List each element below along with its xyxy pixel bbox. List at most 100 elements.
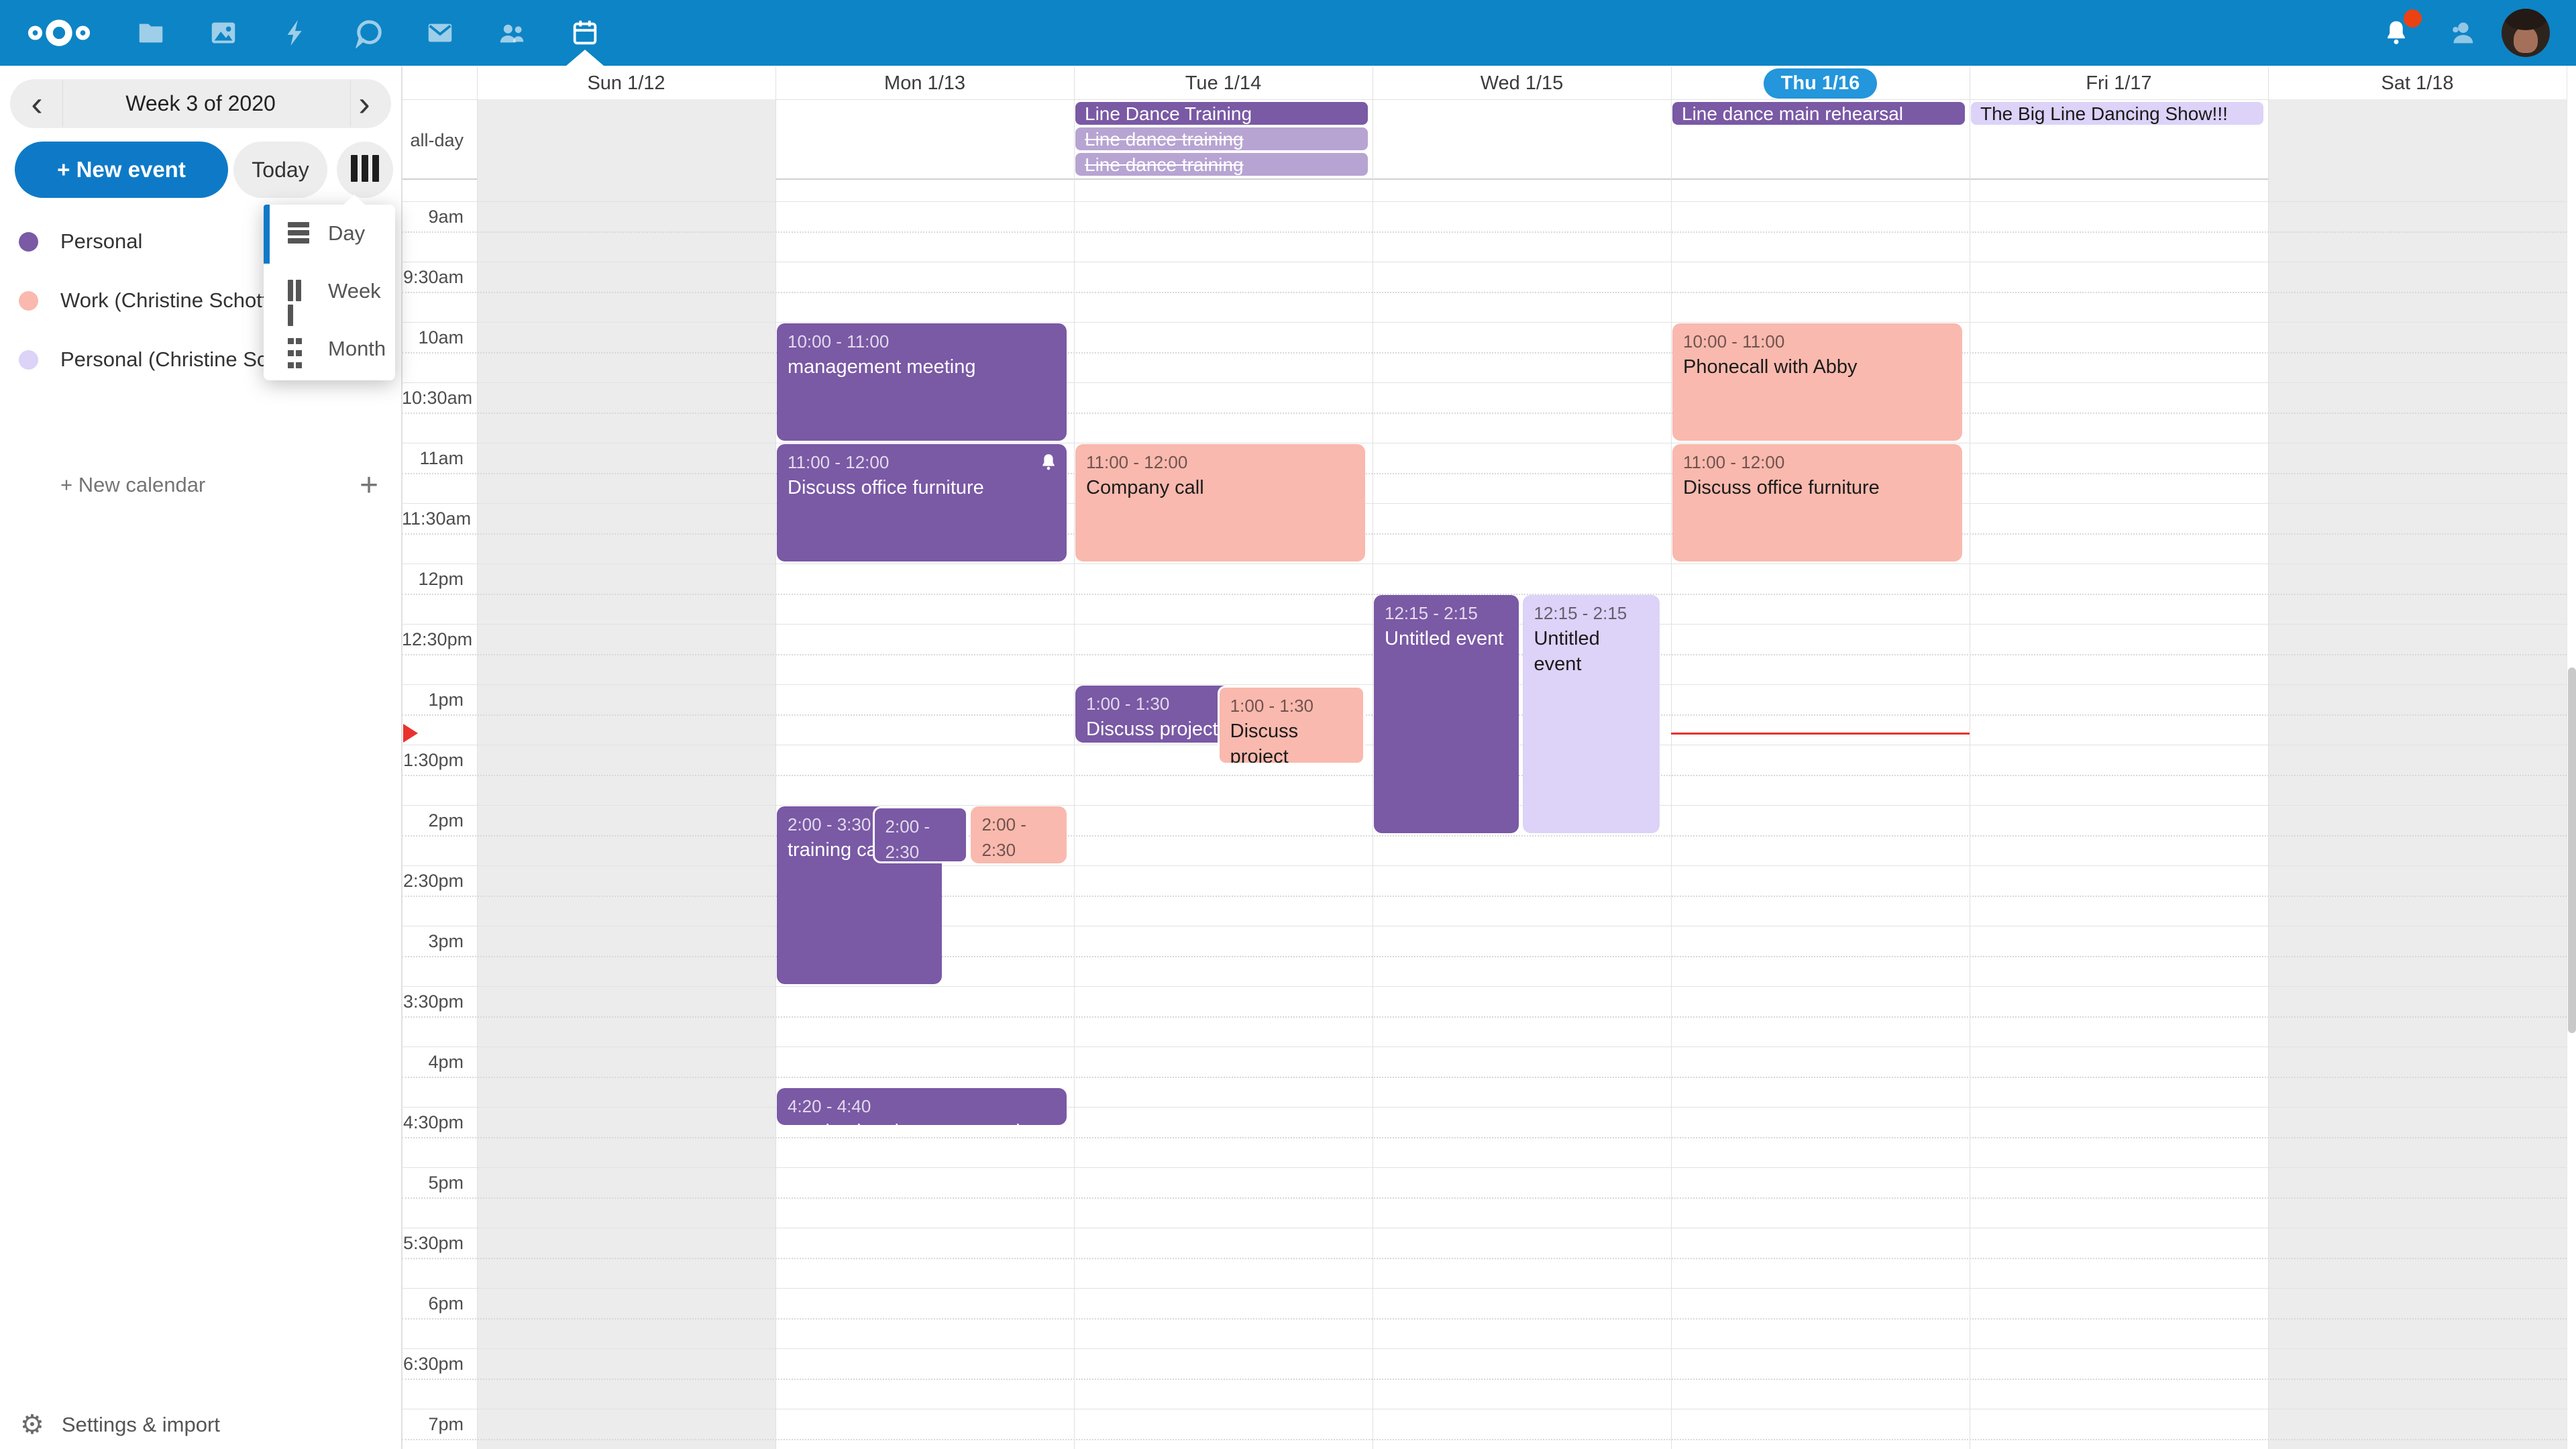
slot-minor-line <box>402 896 2567 897</box>
active-app-indicator <box>566 50 604 66</box>
new-event-button[interactable]: + New event <box>15 142 228 198</box>
day-header[interactable]: Wed 1/15 <box>1373 67 1671 99</box>
slot-line <box>402 322 2567 323</box>
calendar-list-item[interactable]: Personal <box>0 213 401 270</box>
contacts-menu-icon[interactable] <box>2430 0 2494 66</box>
event[interactable]: 2:00 - 2:30check-in <box>872 806 969 863</box>
time-label: 6pm <box>428 1293 464 1313</box>
scrollbar-thumb[interactable] <box>2568 667 2576 1033</box>
active-view-indicator <box>264 205 270 264</box>
view-menu-popover: Day Week Month <box>264 195 395 380</box>
view-toggle-button[interactable] <box>337 142 393 198</box>
day-header-label: Fri 1/17 <box>2086 72 2152 94</box>
slot-line <box>402 503 2567 504</box>
nextcloud-logo[interactable] <box>27 0 91 66</box>
gear-icon: ⚙ <box>20 1409 44 1440</box>
event[interactable]: 1:00 - 1:30 Discuss project announcement <box>1217 686 1365 765</box>
event-time: 2:00 - 3:30 <box>788 814 871 835</box>
previous-week-button[interactable]: ‹ <box>31 84 43 123</box>
view-menu-item-week[interactable]: Week <box>264 262 395 326</box>
day-header-label: Wed 1/15 <box>1480 72 1564 94</box>
event-title: Discuss project announcement <box>1086 718 1235 740</box>
event[interactable]: 10:00 - 11:00 management meeting <box>777 323 1067 441</box>
reminder-bell-icon <box>1038 452 1059 472</box>
time-label: 3:30pm <box>402 991 464 1012</box>
activity-icon[interactable] <box>264 0 328 66</box>
day-header[interactable]: Mon 1/13 <box>775 67 1074 99</box>
event-title: Untitled event <box>1534 628 1600 675</box>
event-title: purchasing dept conversation <box>788 1119 1056 1125</box>
column-border <box>1671 67 1672 1449</box>
event[interactable]: 12:15 - 2:15 Untitled event <box>1374 595 1519 833</box>
day-header[interactable]: Sat 1/18 <box>2268 67 2567 99</box>
allday-event[interactable]: Line dance training <box>1075 153 1368 176</box>
allday-event[interactable]: The Big Line Dancing Show!!! <box>1971 102 2263 125</box>
month-view-icon <box>288 337 311 368</box>
slot-minor-line <box>402 1439 2567 1440</box>
time-label: 9:30am <box>402 267 464 287</box>
notification-badge <box>2404 9 2422 28</box>
event[interactable]: 12:15 - 2:15 Untitled event <box>1523 595 1660 833</box>
event-time: 12:15 - 2:15 <box>1385 603 1478 623</box>
today-button[interactable]: Today <box>233 142 327 198</box>
contacts-icon[interactable] <box>480 0 545 66</box>
calendar-list-item[interactable]: Work (Christine Schott) <box>0 272 401 329</box>
slot-line <box>402 1046 2567 1047</box>
time-label: 1pm <box>428 690 464 710</box>
allday-event[interactable]: Line dance training <box>1075 127 1368 150</box>
user-avatar[interactable] <box>2502 9 2550 57</box>
calendar-week-view: all-day 9am 9:30am 10am 10:30am 11am 11:30am 1… <box>401 66 2576 1449</box>
calendar-icon[interactable] <box>553 0 617 66</box>
view-menu-item-label: Day <box>328 221 366 245</box>
event[interactable]: 1:00 - 1:30 Discuss project announcement <box>1075 686 1235 743</box>
event-time: 12:15 - 2:15 <box>1534 603 1627 623</box>
time-label: 12pm <box>418 569 464 589</box>
day-header[interactable]: Sun 1/12 <box>477 67 775 99</box>
settings-import-button[interactable]: ⚙ Settings & import <box>20 1409 220 1440</box>
event[interactable]: 11:00 - 12:00 Discuss office furniture <box>1672 444 1962 561</box>
photos-icon[interactable] <box>191 0 256 66</box>
slot-minor-line <box>402 1258 2567 1259</box>
time-label: 9am <box>428 207 464 227</box>
view-menu-item-day[interactable]: Day <box>264 205 395 262</box>
slot-line <box>402 1167 2567 1168</box>
new-calendar-button[interactable]: + New calendar + <box>60 467 379 503</box>
event[interactable]: 10:00 - 11:00 Phonecall with Abby <box>1672 323 1962 441</box>
allday-event[interactable]: Line dance main rehearsal <box>1672 102 1965 125</box>
event[interactable]: 11:00 - 12:00 Discuss office furniture <box>777 444 1067 561</box>
slot-minor-line <box>402 1137 2567 1138</box>
notifications-bell-icon[interactable] <box>2364 0 2428 66</box>
day-view-icon <box>288 222 311 245</box>
allday-event[interactable]: Line Dance Training <box>1075 102 1368 125</box>
slot-minor-line <box>402 1077 2567 1078</box>
day-header[interactable]: Thu 1/16 <box>1671 67 1970 99</box>
talk-icon[interactable] <box>337 0 402 66</box>
slot-minor-line <box>402 1318 2567 1320</box>
week-view-icon <box>349 154 381 185</box>
day-header-today: Thu 1/16 <box>1763 68 1878 99</box>
files-icon[interactable] <box>119 0 183 66</box>
current-time-line <box>1671 733 1970 735</box>
day-header[interactable]: Fri 1/17 <box>1970 67 2268 99</box>
next-week-button[interactable]: › <box>358 84 370 123</box>
week-label[interactable]: Week 3 of 2020 <box>125 91 276 115</box>
view-menu-item-month[interactable]: Month <box>264 320 395 378</box>
event[interactable]: 2:00 - 2:30check-in <box>971 806 1067 863</box>
day-header[interactable]: Tue 1/14 <box>1074 67 1373 99</box>
top-bar <box>0 0 2576 66</box>
event-title: Untitled event <box>1385 628 1504 649</box>
slot-minor-line <box>402 1379 2567 1380</box>
mail-icon[interactable] <box>408 0 472 66</box>
event-time: 11:00 - 12:00 <box>1683 452 1785 472</box>
event-title: Phonecall with Abby <box>1683 356 1858 378</box>
week-navigation: ‹ Week 3 of 2020 › <box>10 79 391 128</box>
event-title: Discuss project announcement <box>1230 720 1299 765</box>
day-header-label: Mon 1/13 <box>884 72 965 94</box>
day-header-label: Tue 1/14 <box>1185 72 1262 94</box>
time-label: 10am <box>418 327 464 347</box>
event[interactable]: 4:20 - 4:40 purchasing dept conversation <box>777 1088 1067 1125</box>
day-header-label: Sun 1/12 <box>587 72 665 94</box>
event-title: management meeting <box>788 356 976 378</box>
event[interactable]: 11:00 - 12:00 Company call <box>1075 444 1365 561</box>
slot-minor-line <box>402 231 2567 233</box>
